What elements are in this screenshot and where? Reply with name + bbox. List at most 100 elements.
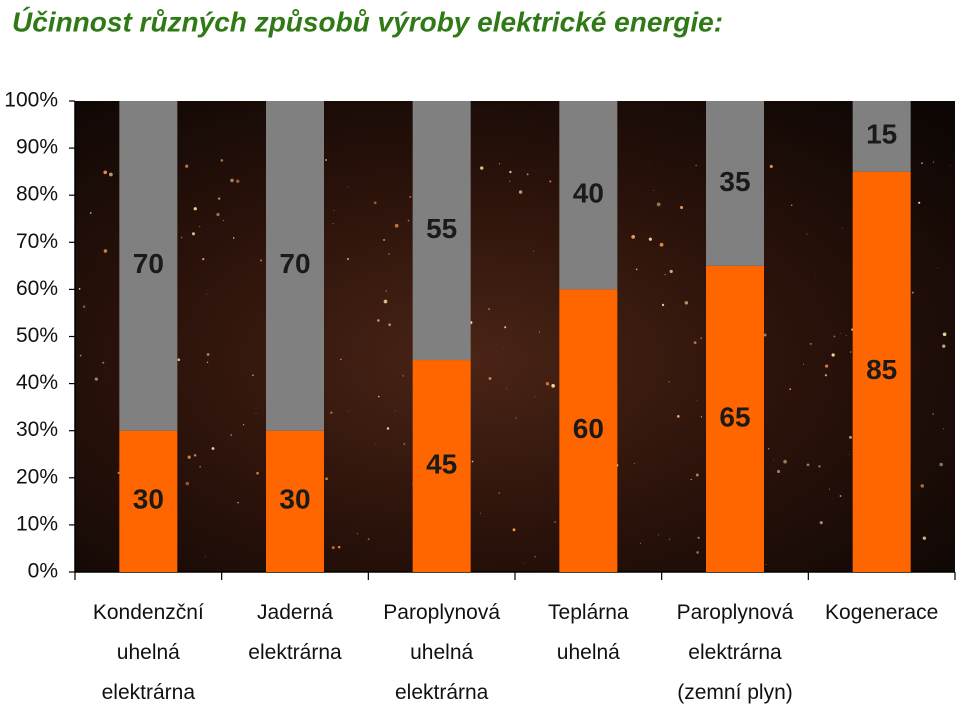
x-tick-label-line: elektrárna: [248, 641, 342, 664]
city-light: [191, 232, 196, 236]
city-light: [833, 335, 836, 338]
city-light: [633, 463, 636, 465]
city-light: [94, 377, 98, 381]
city-light: [409, 195, 412, 199]
city-light: [533, 250, 535, 252]
city-light: [333, 209, 335, 211]
x-tick-label-line: Teplárna: [548, 601, 629, 624]
city-light: [199, 226, 201, 228]
city-light: [375, 443, 376, 445]
city-light: [937, 267, 939, 269]
value-label: 45: [426, 448, 457, 479]
y-tick-label: 100%: [4, 89, 58, 112]
x-tick-label-line: uhelná: [410, 641, 473, 664]
value-label: 70: [279, 248, 310, 279]
city-light: [545, 382, 550, 386]
city-light: [920, 484, 925, 488]
y-tick-label: 60%: [16, 277, 58, 300]
city-light: [337, 545, 341, 549]
y-tick-label: 30%: [16, 418, 58, 441]
city-light: [932, 413, 934, 415]
city-light: [498, 492, 500, 494]
city-light: [539, 331, 541, 333]
city-light: [921, 162, 923, 165]
city-light: [193, 207, 197, 211]
bar-segment: [559, 101, 618, 290]
value-label: 55: [426, 213, 457, 244]
city-light: [839, 495, 842, 497]
city-light: [230, 434, 233, 436]
city-light: [943, 428, 945, 430]
x-tick-label-line: elektrárna: [688, 641, 782, 664]
city-light: [480, 166, 484, 170]
bar-segment: [412, 101, 471, 361]
city-light: [117, 471, 120, 474]
city-light: [204, 556, 206, 558]
city-light: [635, 268, 638, 271]
city-light: [340, 358, 342, 361]
city-light: [331, 546, 335, 550]
city-light: [356, 533, 359, 535]
city-light: [236, 179, 240, 183]
city-light: [656, 202, 661, 207]
bar-segment: [266, 430, 324, 572]
city-light: [394, 223, 399, 228]
city-light: [388, 323, 391, 327]
city-light: [216, 212, 220, 217]
city-light: [237, 501, 239, 504]
city-light: [690, 478, 692, 481]
city-light: [789, 388, 791, 390]
y-tick-label: 20%: [16, 465, 58, 488]
value-label: 70: [133, 248, 164, 279]
city-light: [649, 162, 651, 164]
bar-segment: [706, 265, 764, 572]
city-light: [806, 233, 808, 235]
city-light: [850, 351, 852, 353]
city-light: [696, 551, 699, 554]
city-light: [697, 536, 700, 539]
city-light: [551, 384, 555, 388]
city-light: [669, 538, 671, 540]
bar-segment: [412, 360, 471, 572]
city-light: [325, 158, 328, 162]
city-light: [386, 427, 390, 430]
city-light: [554, 521, 556, 523]
city-light: [700, 416, 703, 418]
city-light: [680, 206, 684, 209]
bar-segment: [852, 101, 911, 172]
y-tick-label: 80%: [16, 183, 58, 206]
city-light: [809, 342, 812, 345]
value-label: 40: [573, 178, 604, 209]
city-light: [220, 159, 224, 162]
city-light: [526, 173, 529, 176]
city-light: [845, 335, 847, 336]
city-light: [661, 303, 665, 307]
city-light: [506, 388, 508, 390]
background-photo: [75, 101, 955, 572]
city-light: [388, 253, 390, 255]
city-light: [252, 374, 254, 377]
city-light: [783, 459, 787, 464]
city-light: [790, 204, 793, 207]
city-light: [849, 435, 852, 439]
city-light: [515, 417, 517, 419]
city-light: [668, 381, 670, 383]
city-light: [819, 521, 823, 525]
bar-segment: [119, 430, 178, 572]
x-tick-label: Paroplynová elektrárna (zemní plyn): [677, 601, 794, 704]
x-tick-label: Teplárna uhelná: [548, 601, 629, 664]
x-tick-label-line: uhelná: [117, 641, 180, 664]
bar-segment: [266, 101, 324, 431]
city-light: [79, 354, 82, 357]
city-light: [185, 481, 190, 486]
city-light: [109, 172, 113, 177]
city-light: [177, 358, 181, 362]
city-light: [385, 290, 387, 292]
city-light: [383, 299, 388, 304]
y-tick-label: 50%: [16, 324, 58, 347]
city-light: [367, 538, 370, 541]
city-light: [693, 341, 697, 345]
x-tick-label-line: Paroplynová: [677, 601, 794, 624]
city-light: [206, 293, 208, 295]
city-light: [840, 332, 841, 334]
